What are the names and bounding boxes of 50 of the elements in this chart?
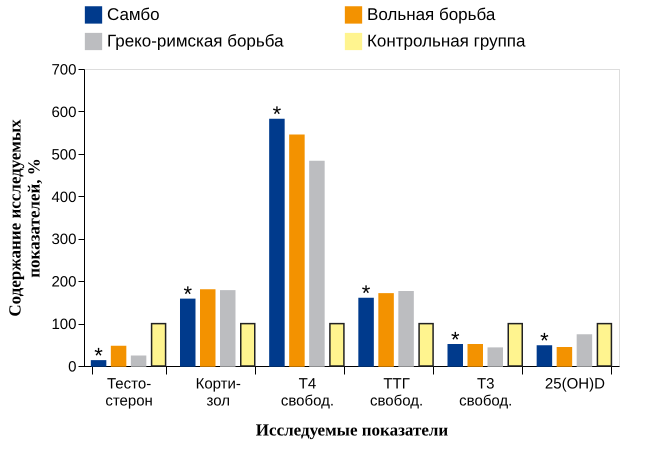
annotation: * <box>540 328 550 354</box>
bar <box>289 134 305 367</box>
bar <box>110 346 126 367</box>
y-tick-label: 0 <box>68 358 76 376</box>
bar <box>576 334 592 367</box>
x-tick-label: Т4 свобод. <box>280 376 334 410</box>
x-tick-label: 25(OH)D <box>544 376 606 392</box>
bar <box>130 355 146 367</box>
bar <box>398 291 414 367</box>
x-tick-label: Т3 свобод. <box>459 376 512 410</box>
bar <box>200 289 216 367</box>
legend-label: Самбо <box>107 4 160 24</box>
bar <box>468 344 483 367</box>
bar <box>240 322 256 367</box>
y-tick-label: 200 <box>51 274 76 291</box>
bar <box>329 322 345 367</box>
x-axis-title: Исследуемые показатели <box>256 420 448 440</box>
bar <box>150 322 166 367</box>
bar <box>556 347 572 367</box>
bar <box>220 290 236 367</box>
y-tick-label: 300 <box>51 231 76 248</box>
annotation: * <box>450 326 460 352</box>
y-tick-label: 600 <box>51 104 76 121</box>
legend-label: Вольная борьба <box>367 4 496 24</box>
bar <box>508 322 524 367</box>
x-tick-label: Корти- зол <box>196 376 241 410</box>
annotation: * <box>94 342 104 368</box>
annotation: * <box>183 281 192 306</box>
bar <box>309 160 325 367</box>
bar <box>596 322 612 367</box>
bar <box>378 293 394 367</box>
x-tick-label: ТТГ свобод. <box>370 376 424 410</box>
bar <box>90 360 106 367</box>
legend-label: Контрольная группа <box>367 32 526 50</box>
bar <box>269 118 285 367</box>
legend-label: Греко-римская борьба <box>107 32 284 50</box>
y-tick-label: 100 <box>51 316 76 334</box>
x-tick-label: Тесто- стерон <box>105 376 153 410</box>
bar <box>418 322 434 367</box>
bar <box>536 345 552 367</box>
y-tick-label: 500 <box>51 146 76 164</box>
y-axis-title: Содержание исследуемых показателей, % <box>5 118 44 317</box>
bar <box>447 344 463 367</box>
bar <box>358 298 374 367</box>
y-tick-label: 700 <box>51 62 76 78</box>
y-tick-label: 400 <box>51 188 76 206</box>
annotation: * <box>272 101 282 126</box>
bar <box>180 298 196 367</box>
annotation: * <box>362 280 371 306</box>
bar <box>488 347 503 367</box>
